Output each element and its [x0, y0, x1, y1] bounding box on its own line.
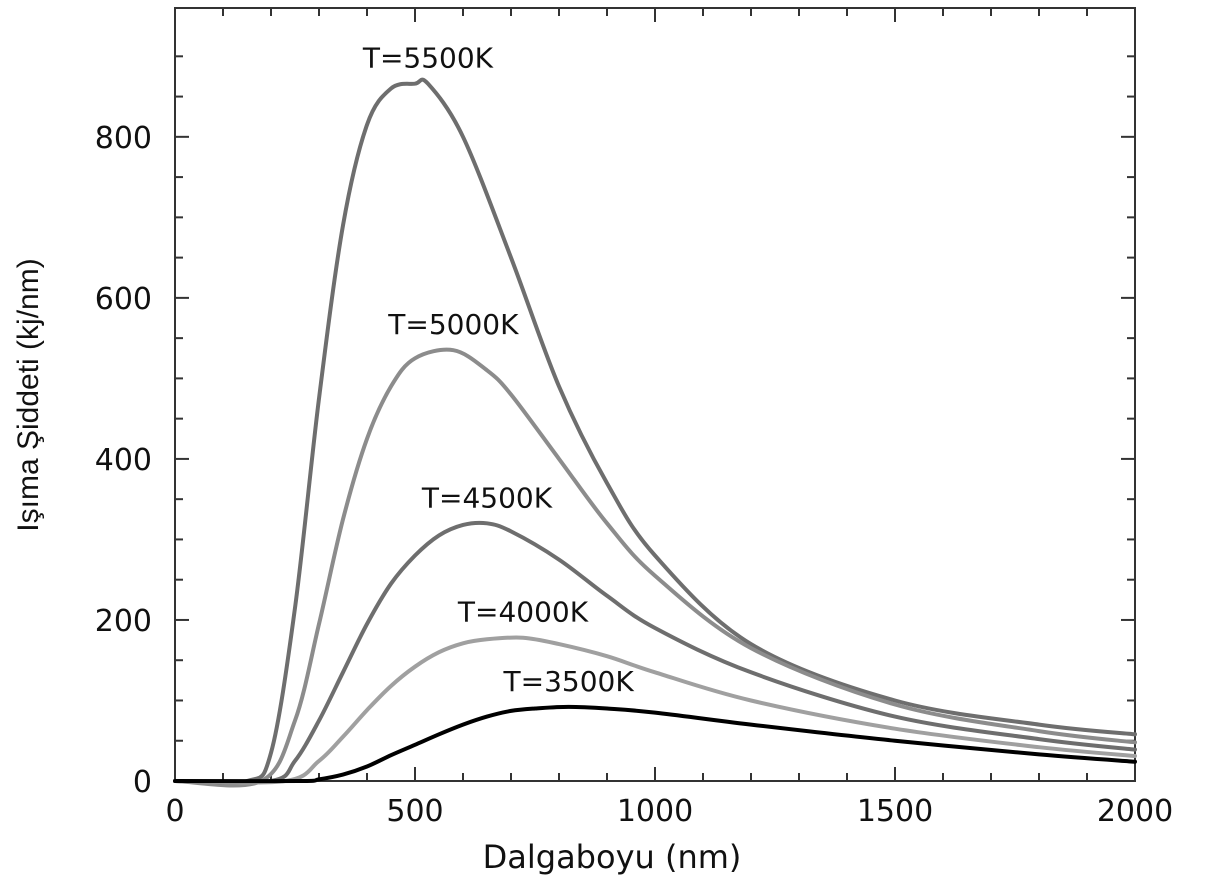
y-tick-label: 200 [95, 604, 152, 639]
x-tick-label: 500 [386, 794, 443, 829]
series-labels: T=5500K T=5000K T=4500K T=4000K T=3500K [362, 42, 634, 698]
tick-labels: 0 500 1000 1500 2000 0 200 400 600 800 [95, 121, 1173, 829]
y-tick-label: 0 [133, 765, 152, 800]
series-curves [173, 77, 1137, 788]
axis-ticks [174, 8, 1136, 782]
series-line [173, 520, 1137, 785]
x-tick-label: 1500 [857, 794, 933, 829]
series-label: T=4000K [457, 596, 589, 629]
y-tick-label: 600 [95, 282, 152, 317]
y-tick-label: 800 [95, 121, 152, 156]
y-tick-label: 400 [95, 443, 152, 478]
series-label: T=4500K [421, 481, 553, 514]
y-axis-title: Işıma Şiddeti (kj/nm) [12, 258, 45, 531]
series-label: T=3500K [503, 665, 635, 698]
series-line [173, 347, 1137, 788]
x-tick-label: 0 [165, 794, 184, 829]
x-tick-label: 1000 [617, 794, 693, 829]
series-line [173, 77, 1137, 786]
series-label: T=5000K [387, 308, 519, 341]
series-line [173, 704, 1137, 784]
x-axis-title: Dalgaboyu (nm) [483, 838, 742, 876]
x-tick-label: 2000 [1097, 794, 1173, 829]
series-label: T=5500K [362, 42, 494, 75]
series-line [173, 635, 1137, 785]
